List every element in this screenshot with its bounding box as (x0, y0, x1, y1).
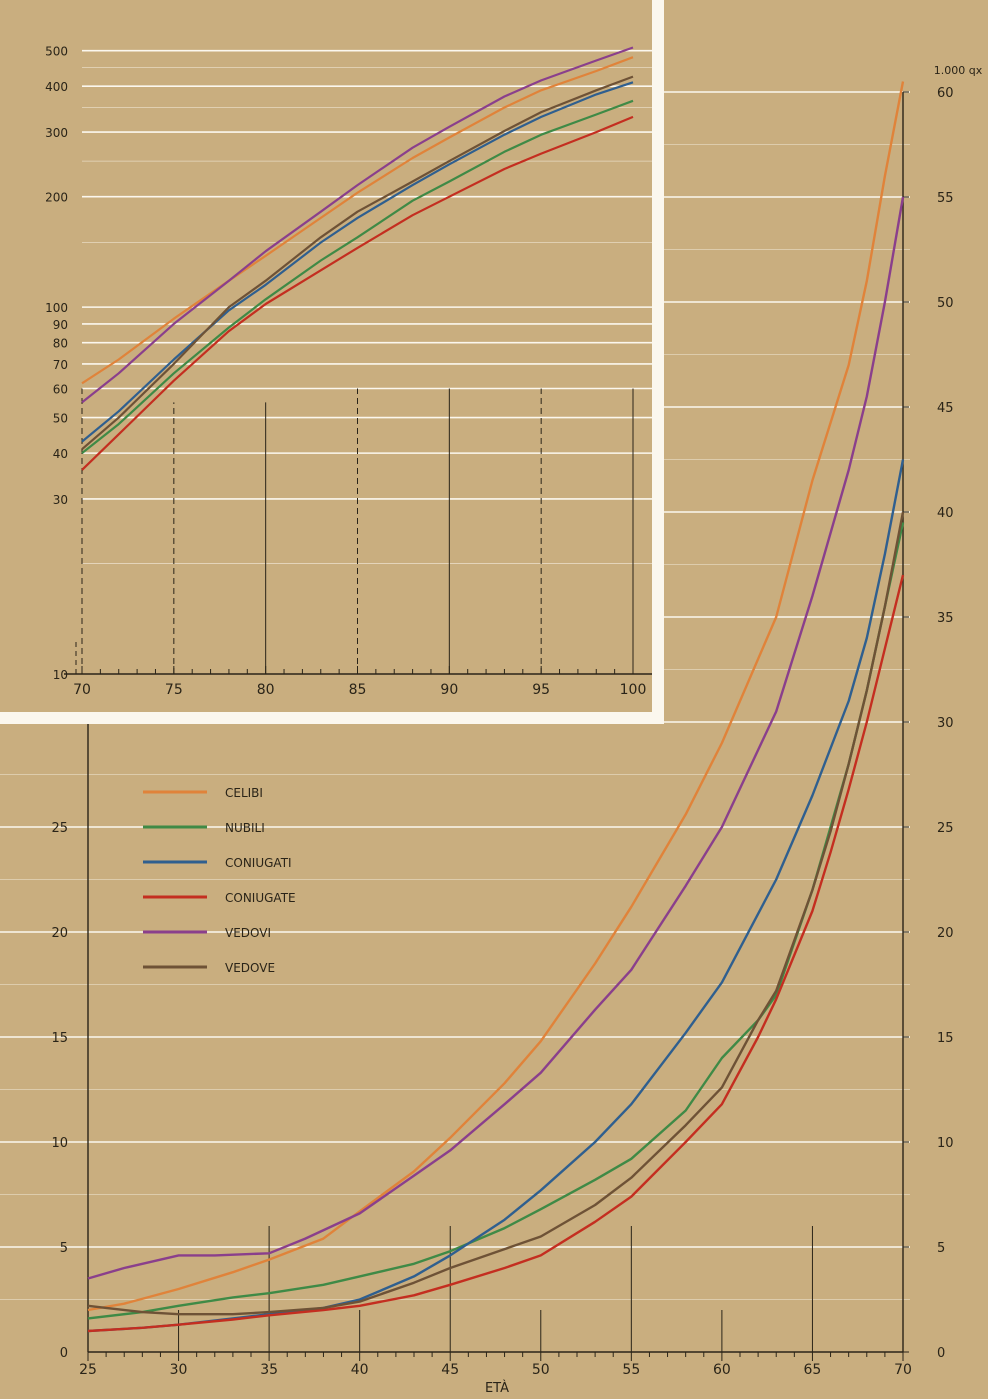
inset-y-tick-label: 80 (53, 337, 68, 351)
right-y-tick-label: 40 (937, 506, 954, 521)
inset-x-tick-label: 70 (73, 682, 91, 698)
legend-label: NUBILI (225, 821, 265, 835)
right-y-tick-label: 50 (937, 296, 954, 311)
right-axis-title: 1.000 qx (934, 64, 983, 77)
inset-y-tick-label: 10 (53, 668, 68, 682)
x-tick-label: 50 (532, 1362, 550, 1378)
inset-y-tick-label: 100 (45, 301, 68, 315)
inset-series-line (81, 99, 634, 454)
right-y-tick-label: 45 (937, 401, 954, 416)
inset-y-tick-label: 70 (53, 358, 68, 372)
inset-y-tick-label: 90 (53, 318, 68, 332)
main-age-markers (178, 1226, 813, 1352)
inset-y-tick-label: 400 (45, 80, 68, 94)
main-series-line (87, 511, 905, 1316)
inset-y-tick-label: 200 (45, 191, 68, 205)
x-tick-label: 60 (713, 1362, 731, 1378)
legend: CELIBI NUBILI CONIUGATI CONIUGATE VEDOVI VEDO… (143, 786, 296, 975)
inset-x-tick-label: 85 (349, 682, 367, 698)
inset-series-line (81, 75, 634, 451)
legend-label: VEDOVE (225, 961, 275, 975)
legend-label: CONIUGATE (225, 891, 296, 905)
inset-series-line (81, 81, 634, 443)
right-y-tick-label: 20 (937, 926, 954, 941)
left-y-tick-label: 25 (51, 821, 68, 836)
inset-x-tick-label: 100 (620, 682, 647, 698)
inset-x-tick-label: 75 (165, 682, 183, 698)
x-tick-label: 70 (894, 1362, 912, 1378)
right-y-tick-label: 15 (937, 1031, 954, 1046)
right-y-tick-label: 35 (937, 611, 954, 626)
right-y-tick-label: 30 (937, 716, 954, 731)
inset-x-tick-label: 95 (532, 682, 550, 698)
right-y-tick-label: 5 (937, 1241, 945, 1256)
left-y-tick-label: 20 (51, 926, 68, 941)
inset-series-line (81, 56, 634, 385)
x-tick-label: 55 (622, 1362, 640, 1378)
inset-panel: 70 75 80 85 90 95 100 10 30 40 50 60 70 80 90 100 200 300… (0, 0, 664, 724)
inset-y-tick-label: 40 (53, 447, 68, 461)
inset-x-tick-label: 90 (440, 682, 458, 698)
legend-label: VEDOVI (225, 926, 271, 940)
main-series-group (87, 81, 905, 1333)
inset-y-tick-label: 50 (53, 412, 68, 426)
x-axis-title: ETÀ (485, 1380, 509, 1395)
legend-label: CONIUGATI (225, 856, 292, 870)
x-tick-label: 25 (79, 1362, 97, 1378)
right-y-tick-label: 0 (937, 1346, 945, 1361)
x-tick-label: 45 (441, 1362, 459, 1378)
x-tick-label: 30 (170, 1362, 188, 1378)
left-y-tick-label: 10 (51, 1136, 68, 1151)
right-y-tick-label: 60 (937, 86, 954, 101)
inset-y-tick-label: 60 (53, 383, 68, 397)
main-axes: 25 30 35 40 45 50 55 60 65 70 0 5 10 15 20 25 0 5 10 15 20 25… (51, 86, 953, 1378)
right-y-tick-label: 55 (937, 191, 954, 206)
inset-series-line (81, 115, 634, 471)
right-y-tick-label: 10 (937, 1136, 954, 1151)
x-tick-label: 35 (260, 1362, 278, 1378)
inset-y-tick-label: 300 (45, 126, 68, 140)
x-tick-label: 40 (351, 1362, 369, 1378)
main-series-line (87, 81, 905, 1312)
inset-series-line (81, 46, 634, 404)
right-y-tick-label: 25 (937, 821, 954, 836)
left-y-tick-label: 0 (60, 1346, 68, 1361)
inset-x-tick-label: 80 (257, 682, 275, 698)
inset-background (0, 0, 652, 712)
inset-y-tick-label: 500 (45, 45, 68, 59)
inset-y-tick-label: 30 (53, 493, 68, 507)
left-y-tick-label: 15 (51, 1031, 68, 1046)
legend-label: CELIBI (225, 786, 263, 800)
left-y-tick-label: 5 (60, 1241, 68, 1256)
main-series-line (87, 196, 905, 1280)
main-series-line (87, 574, 905, 1333)
x-tick-label: 65 (804, 1362, 822, 1378)
